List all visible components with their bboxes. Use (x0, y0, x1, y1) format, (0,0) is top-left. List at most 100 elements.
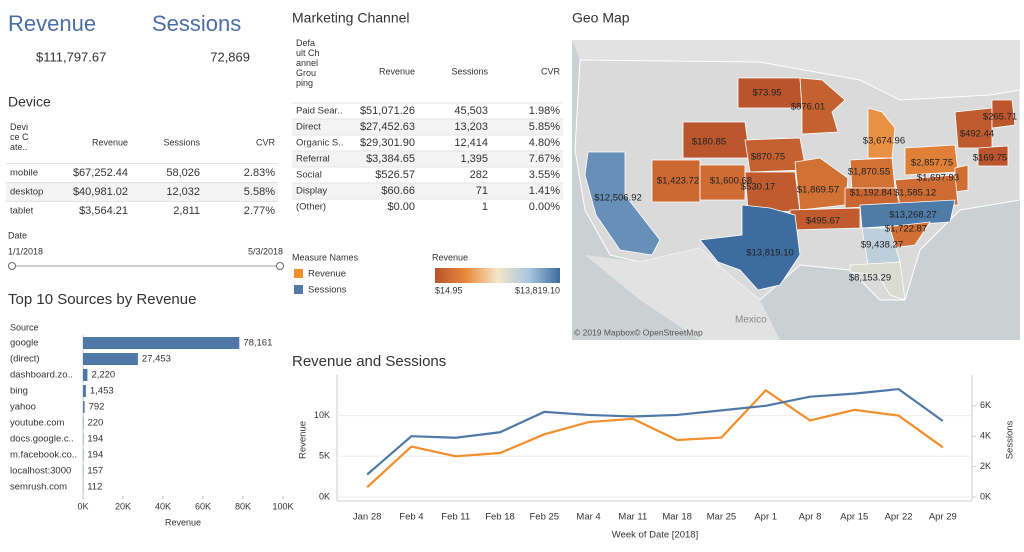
column-header: Sessions (451, 66, 488, 76)
row-label: Referral (296, 154, 330, 165)
cell: 4.80% (529, 137, 560, 149)
row-label: desktop (10, 187, 43, 198)
category-label: m.facebook.co.. (10, 450, 77, 461)
cell: 2.83% (244, 167, 275, 179)
region-label: $13,819.10 (746, 248, 794, 259)
cell: 0.00% (529, 201, 560, 213)
table-title: Marketing Channel (292, 10, 410, 26)
legend-min: $14.95 (435, 285, 463, 295)
region (651, 159, 701, 203)
region (991, 99, 1016, 129)
cell: 5.85% (529, 121, 560, 133)
legend-title: Measure Names (292, 252, 359, 262)
row-label: tablet (10, 206, 34, 217)
legend-swatch (294, 269, 303, 278)
region (849, 261, 906, 301)
region (977, 145, 1009, 167)
x-tick-label: 0K (77, 501, 88, 511)
place-label: Mexico (735, 315, 767, 326)
x-tick-label: Apr 22 (885, 512, 913, 523)
row-label: (Other) (296, 202, 326, 213)
bar (83, 401, 85, 413)
bar (83, 353, 138, 365)
cell: 58,026 (166, 167, 200, 179)
row-band (6, 182, 278, 202)
x-tick-label: 80K (235, 501, 251, 511)
x-tick-label: Feb 11 (441, 512, 470, 523)
column-header: Revenue (379, 66, 415, 76)
cell: 5.58% (244, 186, 275, 198)
region-label: $530.17 (741, 182, 775, 193)
value-label: 194 (87, 434, 103, 445)
category-label: semrush.com (10, 482, 67, 493)
x-tick-label: 100K (272, 501, 293, 511)
row-band (292, 119, 563, 135)
kpi-label: Sessions (152, 11, 241, 36)
region-label: $73.95 (752, 88, 781, 99)
y2-tick-label: 2K (980, 461, 991, 471)
y2-tick-label: 6K (980, 400, 991, 410)
cell: $51,071.26 (360, 105, 415, 117)
header-text: Devi ce C ate.. (10, 122, 29, 152)
x-tick-label: Feb 18 (485, 512, 515, 523)
value-label: 792 (89, 402, 105, 413)
map-land (572, 40, 1020, 100)
header-text: Defa ult Ch annel Grou ping (296, 38, 320, 88)
cell: 1.41% (529, 185, 560, 197)
row-label: Paid Sear.. (296, 106, 342, 117)
cell: $3,564.21 (79, 205, 128, 217)
region-label: $8,153.29 (849, 273, 891, 284)
region-label: $495.67 (806, 216, 840, 227)
region-label: $265.71 (983, 112, 1017, 123)
x-tick-label: Jan 28 (353, 512, 382, 523)
cell: $60.66 (381, 185, 415, 197)
x-tick-label: Feb 4 (399, 512, 423, 523)
filter-start: 1/1/2018 (8, 246, 43, 256)
slider-handle[interactable] (8, 262, 16, 270)
axis-title: Revenue (165, 517, 201, 527)
y-tick-label: 0K (319, 491, 330, 501)
filter-end: 5/3/2018 (248, 246, 283, 256)
x-tick-label: 20K (115, 501, 131, 511)
column-header: Revenue (92, 137, 128, 147)
cell: $67,252.44 (73, 167, 128, 179)
region-label: $180.85 (692, 137, 726, 148)
cell: 2.77% (244, 205, 275, 217)
map-attribution: © 2019 Mapbox© OpenStreetMap (574, 327, 703, 337)
kpi-value: 72,869 (210, 49, 250, 64)
color-legend (435, 268, 560, 283)
x-tick-label: Apr 15 (840, 512, 868, 523)
region (699, 164, 746, 201)
line (366, 387, 944, 476)
cell: 1 (482, 201, 488, 213)
region-label: $12,506.92 (594, 193, 642, 204)
category-label: youtube.com (10, 418, 64, 429)
row-label: Organic S.. (296, 138, 344, 149)
category-label: bing (10, 386, 28, 397)
kpi-label: Revenue (8, 11, 96, 36)
axis-title: Sessions (1005, 420, 1016, 459)
x-tick-label: Apr 29 (929, 512, 957, 523)
cell: $27,452.63 (360, 121, 415, 133)
cell: $0.00 (387, 201, 415, 213)
region-label: $9,438.27 (861, 240, 903, 251)
row-band (292, 183, 563, 199)
region-label: $169.75 (973, 153, 1007, 164)
column-header: CVR (256, 137, 276, 147)
legend-label: Sessions (308, 285, 347, 296)
cell: $29,301.90 (360, 137, 415, 149)
kpi-value: $111,797.67 (36, 49, 106, 64)
category-label: dashboard.zo.. (10, 370, 73, 381)
slider-handle[interactable] (276, 262, 284, 270)
region-label: $1,585.12 (894, 188, 936, 199)
value-label: 194 (87, 450, 103, 461)
region-label: $1,192.84 (850, 188, 892, 199)
region-label: $13,268.27 (889, 210, 937, 221)
row-label: Display (296, 186, 327, 197)
chart-title: Revenue and Sessions (292, 353, 446, 370)
legend-swatch (294, 285, 303, 294)
region (859, 199, 956, 229)
category-label: yahoo (10, 402, 36, 413)
category-label: google (10, 338, 39, 349)
